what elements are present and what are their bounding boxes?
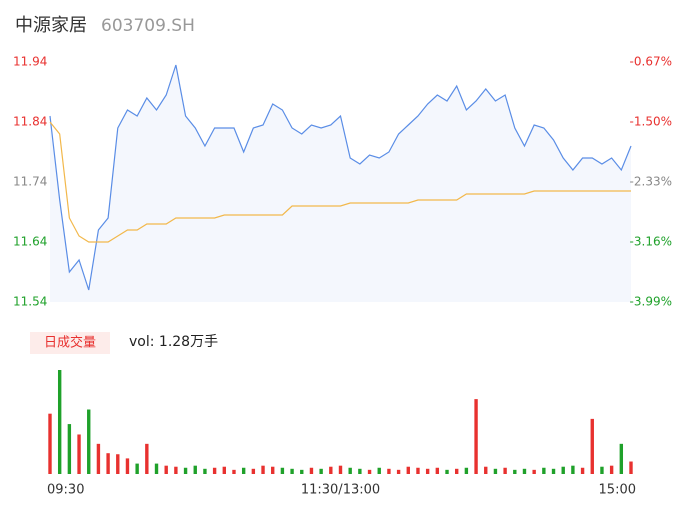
volume-bar <box>96 443 101 474</box>
volume-bar <box>445 469 449 474</box>
volume-bar <box>551 468 556 474</box>
volume-bar <box>261 465 265 474</box>
volume-bar <box>425 468 430 474</box>
y2-tick-label: -1.50% <box>630 115 672 129</box>
y2-tick-label: -3.99% <box>630 295 672 309</box>
volume-bar <box>542 467 546 474</box>
volume-bar <box>106 453 110 474</box>
volume-bar <box>619 443 624 474</box>
y2-tick-label: -2.33% <box>630 175 672 189</box>
volume-bar <box>67 424 72 474</box>
volume-bar <box>116 454 120 474</box>
volume-bar <box>329 466 333 474</box>
volume-bar <box>406 466 410 474</box>
volume-bar <box>435 467 440 474</box>
volume-bar <box>77 434 81 474</box>
stock-code: 603709.SH <box>101 16 195 36</box>
volume-bar <box>154 463 159 474</box>
volume-bar <box>300 469 304 474</box>
volume-bar <box>590 418 594 474</box>
volume-bar <box>251 468 256 474</box>
volume-bar <box>309 467 314 474</box>
volume-bar <box>609 465 614 474</box>
price-area <box>50 65 631 302</box>
volume-bar <box>455 468 459 474</box>
volume-bar <box>290 468 294 474</box>
volume-bar <box>396 469 401 474</box>
volume-bar <box>232 469 236 474</box>
x-tick-label: 09:30 <box>47 483 84 498</box>
volume-bar <box>212 467 217 474</box>
volume-bar <box>561 466 565 474</box>
volume-bar <box>474 399 478 474</box>
volume-bar <box>319 468 323 474</box>
volume-bar <box>135 463 139 474</box>
volume-bar <box>464 467 469 474</box>
y2-tick-label: -0.67% <box>630 55 672 69</box>
volume-bar <box>513 469 517 474</box>
volume-bar <box>183 467 188 474</box>
volume-bar <box>241 467 246 474</box>
volume-tag-box <box>30 332 110 354</box>
price-line <box>49 64 632 291</box>
volume-bar <box>571 465 575 474</box>
volume-bar <box>125 458 130 474</box>
volume-tag: 日成交量 <box>44 335 96 351</box>
volume-bar <box>145 443 149 474</box>
volume-bar <box>532 469 536 474</box>
volume-bar <box>338 465 343 474</box>
volume-label: vol: 1.28万手 <box>129 334 218 350</box>
volume-bar <box>280 467 285 474</box>
volume-bar <box>271 466 275 474</box>
volume-bar <box>503 467 507 474</box>
volume-bar <box>348 467 352 474</box>
volume-bar <box>629 461 633 474</box>
volume-bar <box>367 469 372 474</box>
volume-bar <box>387 468 391 474</box>
x-tick-label: 11:30/13:00 <box>301 483 380 498</box>
y-tick-label: 11.64 <box>13 235 47 249</box>
volume-bar <box>522 468 527 474</box>
volume-bar <box>193 465 197 474</box>
volume-bar <box>580 467 585 474</box>
volume-bar <box>493 468 498 474</box>
volume-bar <box>416 467 420 474</box>
volume-bar <box>87 409 91 474</box>
volume-bar <box>358 468 362 474</box>
volume-bar <box>600 466 604 474</box>
x-tick-label: 15:00 <box>599 483 636 498</box>
y2-tick-label: -3.16% <box>630 235 672 249</box>
volume-bar <box>48 413 52 474</box>
volume-bar <box>203 468 207 474</box>
volume-bar <box>164 465 168 474</box>
volume-bar <box>377 467 381 474</box>
y-tick-label: 11.54 <box>13 295 47 309</box>
volume-bar <box>484 466 488 474</box>
volume-bar <box>174 466 178 474</box>
volume-bar <box>57 370 62 474</box>
y-tick-label: 11.74 <box>13 175 47 189</box>
y-tick-label: 11.94 <box>13 55 47 69</box>
volume-bar <box>222 466 226 474</box>
y-tick-label: 11.84 <box>13 115 47 129</box>
stock-name: 中源家居 <box>15 15 87 36</box>
average-line <box>49 121 631 243</box>
